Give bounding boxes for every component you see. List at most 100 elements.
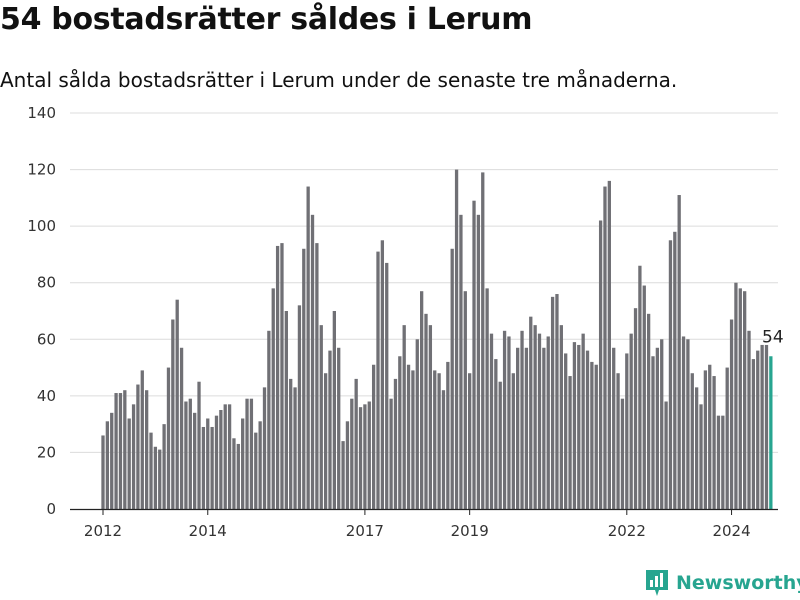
bar — [485, 288, 489, 509]
bar — [214, 415, 219, 509]
bar — [306, 186, 310, 510]
bar — [114, 393, 118, 509]
bar — [389, 398, 393, 509]
bar — [594, 364, 598, 509]
brand-logo: Newsworthy — [644, 568, 800, 598]
bar — [725, 367, 729, 509]
annotations: 54 — [762, 327, 784, 347]
bar — [428, 325, 433, 509]
bar — [721, 415, 725, 509]
bar — [271, 288, 275, 509]
bar — [350, 398, 354, 509]
bar — [694, 387, 699, 509]
bar — [341, 441, 345, 509]
bar — [520, 330, 524, 509]
bar — [232, 438, 236, 509]
bar — [227, 404, 232, 509]
bar — [376, 251, 380, 509]
bar — [131, 404, 136, 509]
bar — [385, 262, 389, 509]
y-tick-label: 40 — [37, 387, 56, 405]
y-tick-label: 60 — [37, 330, 56, 348]
bar — [249, 398, 254, 509]
bar — [450, 248, 454, 509]
bar — [406, 364, 411, 509]
bar — [738, 288, 742, 509]
bar — [118, 393, 123, 509]
bar — [459, 214, 463, 509]
bar — [629, 333, 633, 509]
bar — [481, 172, 485, 509]
bar — [489, 333, 494, 509]
bar — [686, 339, 690, 509]
x-axis-labels: 2012 2014 2017 2019 2022 2024 — [84, 509, 751, 540]
bar — [546, 336, 550, 509]
bar — [206, 418, 210, 509]
bar — [559, 325, 563, 509]
bar — [708, 364, 712, 509]
bar — [140, 370, 144, 509]
bar — [516, 347, 520, 509]
bar — [315, 243, 319, 510]
bar — [646, 313, 651, 509]
bar — [127, 418, 131, 509]
bar — [555, 294, 559, 509]
bar — [371, 364, 376, 509]
bar — [310, 214, 315, 509]
bar — [690, 373, 694, 509]
bar — [537, 333, 542, 509]
bar — [398, 356, 402, 509]
bar — [323, 373, 328, 509]
newsworthy-logo-icon — [646, 570, 668, 596]
bar — [625, 353, 629, 509]
bar — [420, 291, 424, 509]
bar — [729, 319, 734, 509]
bar — [498, 381, 502, 509]
bar — [219, 410, 223, 509]
bar — [529, 316, 533, 509]
bar — [612, 347, 616, 509]
bar — [275, 245, 280, 509]
bar — [179, 347, 184, 509]
bar — [524, 347, 529, 509]
bar — [577, 344, 581, 509]
bar — [572, 342, 577, 509]
bar — [415, 339, 419, 509]
bar — [476, 214, 481, 509]
bar — [651, 356, 655, 509]
bar — [468, 373, 472, 509]
bar — [472, 200, 476, 509]
bar — [367, 401, 371, 509]
y-axis-labels: 0 20 40 60 80 100 120 140 — [27, 104, 56, 518]
bar — [258, 421, 262, 509]
bar — [699, 404, 703, 509]
bar — [145, 390, 149, 509]
x-tick-label: 2012 — [84, 522, 122, 540]
bar — [454, 169, 459, 509]
x-tick-label: 2022 — [608, 522, 646, 540]
bar — [153, 446, 158, 509]
bar — [101, 435, 105, 509]
bar — [603, 186, 607, 510]
bar — [236, 443, 240, 509]
bar — [345, 421, 350, 509]
bar — [411, 370, 415, 509]
bar — [716, 415, 721, 509]
bar — [158, 449, 162, 509]
bar — [673, 231, 677, 510]
bar — [254, 432, 258, 509]
bar — [638, 265, 642, 509]
bar — [293, 387, 297, 509]
bar — [441, 390, 446, 509]
bar — [590, 361, 594, 509]
brand-name: Newsworthy — [676, 572, 800, 594]
bar — [393, 378, 398, 509]
bar — [197, 381, 201, 509]
chart-title: 54 bostadsrätter såldes i Lerum — [0, 2, 533, 37]
bar — [533, 325, 537, 509]
bar — [328, 350, 332, 509]
bar — [210, 426, 214, 509]
chart-subtitle: Antal sålda bostadsrätter i Lerum under … — [0, 68, 678, 92]
bar — [703, 370, 708, 509]
